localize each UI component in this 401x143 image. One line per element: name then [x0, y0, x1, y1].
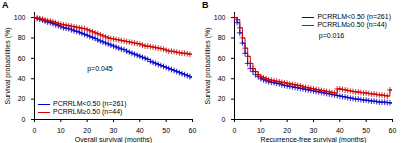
svg-text:50: 50 [362, 127, 370, 134]
html-text:PCRRLM≥0.50 (n=44): PCRRLM≥0.50 (n=44) [317, 21, 387, 28]
svg-text:60: 60 [218, 55, 226, 62]
svg-text:60: 60 [18, 55, 26, 62]
svg-text:50: 50 [162, 127, 170, 134]
svg-text:20: 20 [83, 127, 91, 134]
svg-text:40: 40 [136, 127, 144, 134]
svg-text:60: 60 [189, 127, 197, 134]
svg-text:20: 20 [18, 95, 26, 102]
svg-text:10: 10 [257, 127, 265, 134]
html-text:PCRRLM<0.50 (n=261): PCRRLM<0.50 (n=261) [53, 100, 127, 107]
svg-text:20: 20 [283, 127, 291, 134]
svg-text:0: 0 [22, 116, 26, 123]
svg-text:p=0.045: p=0.045 [87, 65, 113, 73]
svg-text:40: 40 [336, 127, 344, 134]
svg-text:40: 40 [218, 75, 226, 82]
svg-text:0: 0 [233, 127, 237, 134]
html-text:B: B [202, 0, 209, 10]
html-text:PCRRLM≥0.50 (n=44): PCRRLM≥0.50 (n=44) [53, 108, 123, 115]
html-text:A: A [2, 0, 9, 10]
svg-text:Overall survival (months): Overall survival (months) [75, 136, 152, 143]
svg-text:100: 100 [14, 14, 26, 21]
svg-text:p=0.016: p=0.016 [319, 32, 345, 40]
svg-text:40: 40 [18, 75, 26, 82]
svg-text:30: 30 [310, 127, 318, 134]
html-text:PCRRLM<0.50 (n=261): PCRRLM<0.50 (n=261) [317, 13, 391, 20]
svg-text:20: 20 [218, 95, 226, 102]
svg-text:10: 10 [57, 127, 65, 134]
svg-text:0: 0 [222, 116, 226, 123]
svg-text:80: 80 [18, 34, 26, 41]
svg-text:Recurrence-free survival (mont: Recurrence-free survival (months) [261, 136, 367, 143]
svg-text:0: 0 [33, 127, 37, 134]
svg-text:100: 100 [214, 14, 226, 21]
svg-text:80: 80 [218, 34, 226, 41]
svg-text:Survival probabilities (%): Survival probabilities (%) [204, 27, 212, 104]
svg-text:Survival probabilities (%): Survival probabilities (%) [4, 27, 12, 104]
svg-text:30: 30 [110, 127, 118, 134]
svg-text:60: 60 [389, 127, 397, 134]
